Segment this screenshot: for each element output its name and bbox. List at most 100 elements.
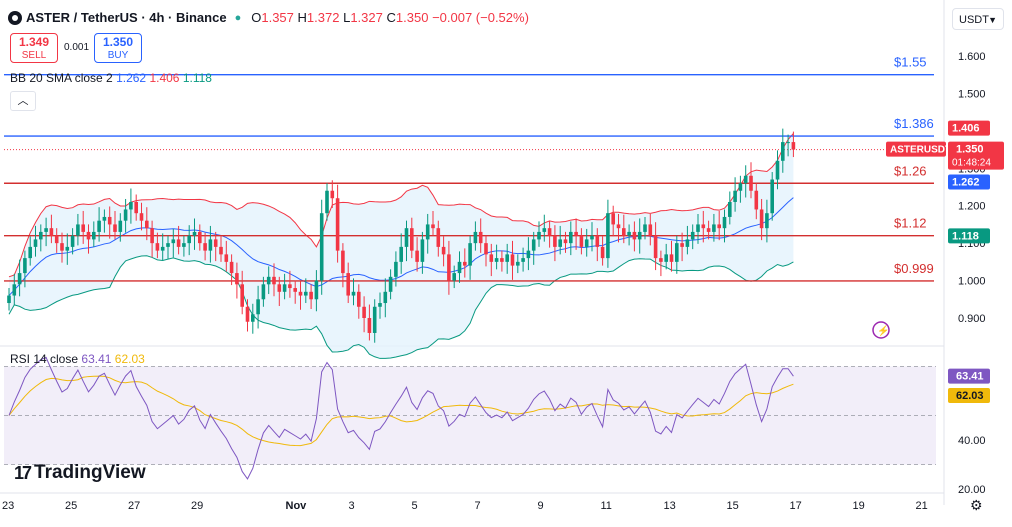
candle-body [547,228,552,236]
candle-body [367,318,372,333]
price-tick-label: 1.200 [958,201,986,213]
candle-body [590,235,594,240]
settings-icon[interactable]: ⚙ [970,497,983,513]
level-label: $0.999 [894,261,934,276]
rsi-tick-label: 40.00 [958,435,986,447]
candle-body [171,239,176,244]
bb-basis-value: 1.262 [116,71,147,85]
candle-body [229,261,234,274]
candle-body [39,231,43,240]
candle-body [696,224,700,232]
candle-body [160,246,165,251]
candle-body [722,216,727,229]
candle-body [134,201,138,214]
price-tick-label: 1.600 [958,51,986,63]
candle-body [743,175,748,184]
candle-body [251,314,255,322]
candle-body [542,228,547,232]
symbol-badge-bg [886,141,946,157]
time-tick-label: Nov [286,500,308,512]
candle-body [410,228,414,251]
rsi-ma-badge: 62.03 [956,390,984,402]
chevron-down-icon: ▼ [988,15,997,25]
symbol-badge: ASTERUSDT [890,145,951,156]
candle-body [12,284,17,296]
candle-body [166,243,170,247]
time-tick-label: 27 [128,500,140,512]
candle-body [388,276,393,292]
sell-price: 1.349 [18,35,50,49]
candle-body [749,175,753,191]
candle-body [298,291,303,296]
candle-body [786,142,790,144]
upper-band-badge-bg [948,120,990,136]
candle-body [394,261,398,277]
candle-body [155,243,160,251]
rsi-value: 63.41 [81,352,112,366]
candle-body [261,284,266,300]
candle-body [182,243,186,247]
candle-body [553,235,557,247]
candle-body [208,239,213,251]
candle-body [494,258,499,262]
candle-body [335,198,340,251]
candle-body [17,273,22,285]
candle-body [23,258,27,274]
candle-body [399,246,403,262]
lower-band-badge: 1.118 [952,230,979,242]
sell-button[interactable]: 1.349 SELL [10,33,58,63]
rsi-ma-value: 62.03 [114,352,145,366]
candle-body [574,231,578,236]
candle-body [123,209,128,221]
candle-body [113,224,117,232]
candle-body [240,284,244,307]
candle-body [622,228,626,236]
candle-body [420,239,425,262]
time-tick-label: 21 [916,500,928,512]
time-tick-label: 5 [412,500,418,512]
symbol-title[interactable]: ASTER / TetherUS · 4h · Binance [26,10,227,25]
candle-body [653,235,658,259]
candle-body [775,160,780,180]
candle-body [277,284,282,292]
currency-select[interactable]: USDT ▼ [952,8,1004,30]
lightning-icon [872,321,890,339]
candle-body [478,231,483,244]
collapse-legend-button[interactable]: ︿ [10,91,36,111]
buy-button[interactable]: 1.350 BUY [94,33,142,63]
candle-body [54,235,59,244]
time-tick-label: 17 [790,500,802,512]
candle-body [319,213,324,281]
spread-value: 0.001 [64,42,90,53]
price-tick-label: 1.500 [958,88,986,100]
candle-body [129,201,133,210]
rsi-badge: 63.41 [956,371,984,383]
bollinger-legend[interactable]: BB 20 SMA close 2 1.262 1.406 1.118 [10,71,212,85]
candle-body [765,213,769,229]
time-tick-label: 19 [853,500,865,512]
ohlc-values: O1.357 H1.372 L1.327 C1.350 −0.007 (−0.5… [251,10,529,25]
candle-body [256,299,260,315]
candle-body [357,291,361,307]
rsi-legend[interactable]: RSI 14 close 63.41 62.03 [10,352,145,366]
candle-body [484,243,488,255]
time-tick-label: 15 [727,500,739,512]
candle-body [176,239,181,247]
candle-body [198,231,202,244]
candle-body [516,261,520,266]
brand-name: TradingView [34,462,146,483]
candle-body [537,231,541,240]
candle-body [219,246,223,255]
candle-body [738,183,743,191]
candle-body [282,284,287,292]
candle-body [346,273,350,296]
candle-body [288,284,292,289]
candle-body [431,224,435,229]
candle-body [97,220,101,232]
bb-label: BB 20 SMA close 2 [10,71,113,85]
candle-body [637,231,642,240]
candle-body [383,291,388,304]
candle-body [632,231,637,240]
candle-body [372,306,377,333]
tradingview-logo[interactable]: 17 TradingView [14,462,146,484]
